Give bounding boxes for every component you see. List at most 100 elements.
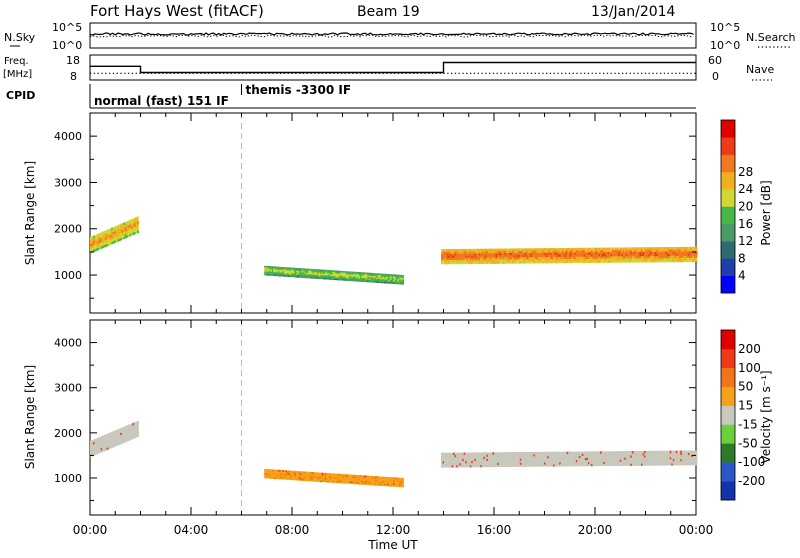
echo-cell: [566, 461, 569, 465]
echo-cell: [512, 254, 515, 258]
echo-cell: [553, 248, 555, 251]
echo-cell: [364, 475, 367, 478]
echo-cell: [394, 483, 397, 486]
echo-cell: [114, 439, 117, 443]
echo-cell: [675, 249, 678, 252]
echo-cell: [286, 275, 289, 277]
echo-cell: [597, 260, 599, 263]
echo-cell: [522, 462, 525, 465]
echo-cell: [93, 448, 95, 452]
echo-cell: [286, 272, 289, 275]
echo-cell: [630, 257, 633, 261]
echo-cell: [450, 259, 452, 263]
echo-cell: [486, 252, 489, 256]
echo-cell: [343, 275, 345, 277]
echo-cell: [583, 461, 586, 465]
echo-cell: [383, 476, 386, 479]
echo-cell: [481, 250, 484, 254]
echo-cell: [299, 472, 301, 475]
echo-cell: [539, 464, 542, 467]
echo-cell: [542, 258, 545, 262]
echo-cell: [551, 256, 554, 260]
echo-cell: [531, 258, 534, 262]
echo-cell: [133, 222, 136, 226]
echo-cell: [480, 454, 483, 457]
echo-cell: [557, 455, 560, 459]
echo-cell: [618, 249, 621, 253]
echo-cell: [575, 252, 578, 255]
freq-left-tick-bottom: 8: [70, 70, 77, 83]
echo-cell: [318, 274, 321, 277]
echo-cell: [442, 251, 445, 254]
echo-cell: [506, 252, 509, 256]
echo-cell: [560, 453, 563, 457]
echo-cell: [462, 255, 465, 258]
echo-cell: [598, 455, 601, 458]
echo-cell: [393, 279, 395, 282]
echo-cell: [267, 267, 270, 270]
echo-cell: [500, 257, 502, 260]
echo-cell: [105, 239, 108, 243]
echo-cell: [135, 219, 138, 223]
echo-cell: [489, 248, 492, 252]
echo-cell: [370, 274, 373, 276]
echo-cell: [645, 452, 648, 456]
echo-cell: [677, 458, 680, 462]
echo-cell: [590, 258, 593, 261]
echo-cell: [100, 445, 103, 448]
echo-cell: [453, 456, 456, 460]
echo-cell: [513, 248, 516, 251]
echo-cell: [264, 269, 267, 272]
echo-cell: [642, 450, 645, 454]
echo-cell: [359, 480, 362, 483]
echo-cell: [400, 277, 403, 280]
echo-cell: [693, 253, 696, 256]
echo-cell: [399, 482, 401, 485]
velocity-y-tick-label: 2000: [54, 427, 82, 440]
echo-cell: [671, 259, 674, 263]
echo-cell: [589, 249, 592, 253]
echo-cell: [111, 234, 114, 238]
echo-cell: [400, 479, 403, 481]
echo-cell: [130, 232, 133, 236]
echo-cell: [335, 275, 338, 278]
echo-cell: [551, 451, 554, 455]
echo-cell: [339, 480, 342, 483]
echo-cell: [693, 458, 696, 462]
echo-cell: [500, 261, 502, 264]
echo-cell: [329, 274, 332, 276]
echo-cell: [365, 483, 368, 485]
echo-cell: [513, 261, 516, 264]
echo-cell: [382, 281, 385, 284]
echo-cell: [630, 247, 633, 250]
echo-cell: [388, 276, 391, 279]
echo-cell: [382, 274, 385, 277]
echo-cell: [469, 460, 472, 464]
echo-cell: [577, 451, 580, 454]
echo-cell: [383, 483, 386, 485]
echo-cell: [600, 254, 602, 257]
echo-cell: [291, 477, 294, 479]
echo-cell: [368, 480, 371, 483]
echo-cell: [669, 259, 672, 263]
echo-cell: [565, 461, 568, 465]
echo-cell: [99, 237, 102, 241]
echo-cell: [492, 259, 495, 262]
echo-cell: [264, 273, 267, 276]
echo-cell: [296, 267, 298, 270]
echo-cell: [474, 464, 477, 468]
echo-cell: [618, 451, 621, 454]
echo-cell: [277, 269, 280, 272]
echo-cell: [690, 452, 693, 456]
echo-cell: [474, 462, 477, 466]
echo-cell: [598, 459, 601, 463]
echo-cell: [637, 253, 640, 257]
echo-cell: [305, 269, 308, 272]
echo-cell: [108, 231, 111, 234]
echo-cell: [597, 461, 599, 465]
echo-cell: [553, 464, 555, 467]
echo-cell: [314, 269, 317, 271]
echo-cell: [607, 459, 610, 462]
echo-cell: [442, 452, 445, 456]
echo-cell: [445, 259, 448, 263]
